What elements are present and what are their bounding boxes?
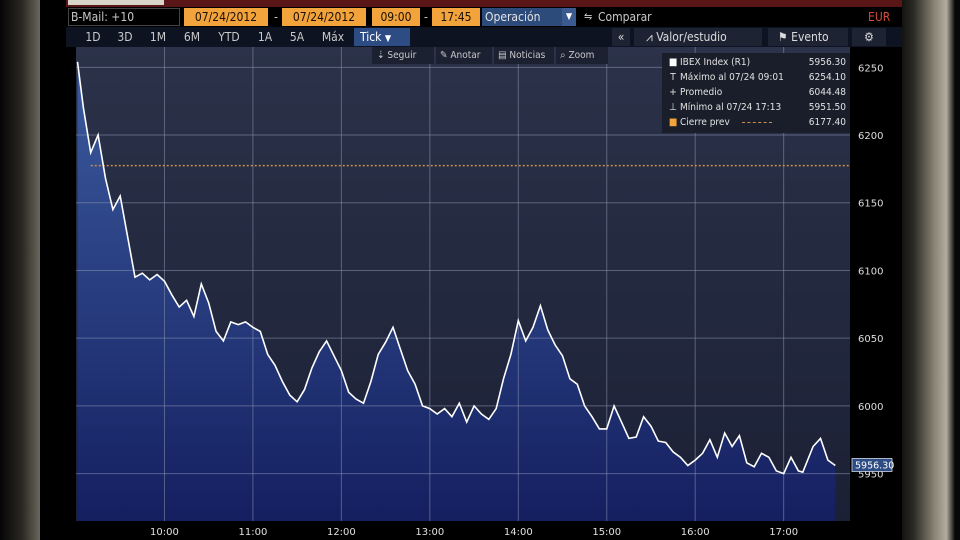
- mode-select[interactable]: Operación: [482, 8, 562, 26]
- x-tick-label: 17:00: [769, 527, 798, 538]
- x-tick-label: 13:00: [415, 527, 444, 538]
- date-separator: -: [274, 10, 278, 24]
- y-tick-label: 6100: [858, 266, 883, 277]
- legend-label: Cierre prev: [680, 117, 730, 128]
- range-tab-3d[interactable]: 3D: [117, 30, 133, 44]
- y-tick-label: 6000: [858, 402, 883, 413]
- start-time-field[interactable]: 09:00: [372, 8, 420, 26]
- x-tick-label: 11:00: [239, 527, 268, 538]
- chart-line-icon: ⩘: [646, 30, 653, 44]
- range-toolbar: 1D 3D 1M 6M YTD 1A 5A Máx Tick ▼ « ⩘ Val…: [66, 27, 902, 47]
- x-tick-label: 16:00: [681, 527, 710, 538]
- title-tab[interactable]: [68, 0, 164, 5]
- range-tab-1d[interactable]: 1D: [85, 30, 101, 44]
- y-tick-label: 6250: [858, 63, 883, 74]
- legend-label: Máximo al 07/24 09:01: [680, 72, 784, 83]
- annotate-tool[interactable]: ✎ Anotar: [436, 47, 492, 64]
- y-tick-label: 5950: [858, 470, 883, 481]
- end-time-field[interactable]: 17:45: [432, 8, 480, 26]
- high-marker-icon: T: [670, 72, 676, 83]
- study-button[interactable]: ⩘ Valor/estudio: [634, 28, 762, 46]
- range-tab-max[interactable]: Máx: [321, 30, 345, 44]
- prev-close-line-sample: [742, 122, 772, 123]
- range-tab-5a[interactable]: 5A: [289, 30, 305, 44]
- event-button[interactable]: ⚑ Evento: [768, 28, 848, 46]
- legend-row-prev-close[interactable]: ■ Cierre prev 6177.40: [668, 116, 846, 129]
- event-label: Evento: [791, 30, 829, 44]
- chart-legend: ■ IBEX Index (R1) 5956.30 T Máximo al 07…: [662, 53, 850, 133]
- interval-select[interactable]: Tick ▼: [354, 28, 410, 46]
- currency-label[interactable]: EUR: [868, 10, 891, 24]
- magnifier-icon: ⌕: [560, 50, 566, 61]
- title-strip: [66, 0, 902, 7]
- legend-row-average: + Promedio 6044.48: [668, 86, 846, 99]
- price-line: [76, 61, 836, 475]
- end-date-field[interactable]: 07/24/2012: [282, 8, 366, 26]
- dropdown-arrow-icon: ▼: [384, 34, 392, 44]
- legend-label: IBEX Index (R1): [680, 57, 751, 68]
- gear-icon: ⚙: [864, 30, 874, 44]
- monitor-bezel-right: [898, 0, 960, 540]
- legend-row-low: ⊥ Mínimo al 07/24 17:13 5951.50: [668, 101, 846, 114]
- legend-value: 5951.50: [808, 102, 846, 113]
- compare-button[interactable]: Comparar: [598, 10, 652, 24]
- date-range-toolbar: B-Mail: +10 07/24/2012 - 07/24/2012 09:0…: [66, 7, 902, 27]
- y-tick-label: 6150: [858, 199, 883, 210]
- range-tab-ytd[interactable]: YTD: [218, 30, 240, 44]
- legend-value: 6254.10: [808, 72, 846, 83]
- time-separator: -: [424, 10, 428, 24]
- chart-area: 5950 6000 6050 6100 6150 6200 6250 10:00 11:00 12…: [66, 47, 902, 540]
- pencil-icon: ✎: [440, 50, 448, 61]
- start-date-field[interactable]: 07/24/2012: [184, 8, 268, 26]
- zoom-label: Zoom: [568, 50, 595, 61]
- study-label: Valor/estudio: [656, 30, 727, 44]
- legend-label: Promedio: [680, 87, 723, 98]
- average-marker-icon: +: [669, 87, 677, 98]
- arrow-icon: ⇣: [377, 50, 385, 61]
- x-tick-label: 15:00: [592, 527, 621, 538]
- legend-value: 6177.40: [808, 117, 846, 128]
- comparison-icon: ⇋: [584, 10, 593, 23]
- range-tab-1m[interactable]: 1M: [149, 30, 167, 44]
- range-tab-1a[interactable]: 1A: [257, 30, 273, 44]
- interval-label: Tick: [360, 30, 382, 44]
- legend-value: 5956.30: [808, 57, 846, 68]
- x-tick-label: 10:00: [150, 527, 179, 538]
- x-tick-label: 14:00: [504, 527, 533, 538]
- monitor-bezel-left: [0, 0, 40, 540]
- legend-value: 6044.48: [808, 87, 846, 98]
- last-value-flag: [851, 458, 893, 472]
- range-tab-6m[interactable]: 6M: [183, 30, 201, 44]
- y-tick-label: 6050: [858, 334, 883, 345]
- annotate-label: Anotar: [450, 50, 481, 61]
- terminal-screen: B-Mail: +10 07/24/2012 - 07/24/2012 09:0…: [66, 0, 902, 540]
- email-indicator[interactable]: B-Mail: +10: [68, 8, 180, 26]
- chevron-down-icon[interactable]: ▼: [562, 8, 576, 26]
- prev-close-swatch-icon: ■: [668, 117, 678, 128]
- zoom-tool[interactable]: ⌕ Zoom: [556, 47, 608, 64]
- legend-row-high: T Máximo al 07/24 09:01 6254.10: [668, 71, 846, 84]
- x-tick-label: 12:00: [327, 527, 356, 538]
- legend-row-series[interactable]: ■ IBEX Index (R1) 5956.30: [668, 56, 846, 69]
- series-swatch-icon: ■: [668, 57, 678, 68]
- news-icon: ▤: [498, 50, 507, 61]
- settings-button[interactable]: ⚙: [852, 28, 886, 46]
- y-tick-label: 6200: [858, 131, 883, 142]
- flag-icon: ⚑: [778, 30, 788, 44]
- follow-tool[interactable]: ⇣ Seguir: [372, 47, 434, 64]
- news-tool[interactable]: ▤ Noticias: [494, 47, 554, 64]
- low-marker-icon: ⊥: [669, 102, 677, 113]
- legend-label: Mínimo al 07/24 17:13: [680, 102, 782, 113]
- collapse-button[interactable]: «: [612, 28, 630, 46]
- news-label: Noticias: [509, 50, 546, 61]
- last-value-label: 5956.30: [855, 460, 894, 471]
- follow-label: Seguir: [387, 50, 417, 61]
